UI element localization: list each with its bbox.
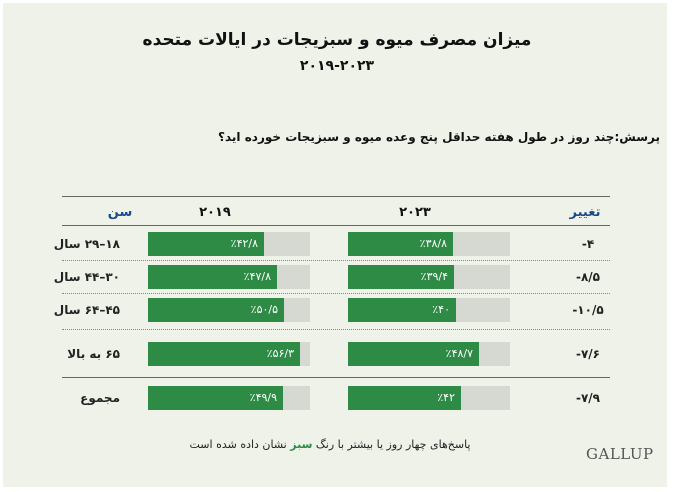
data-label: ٪۴۲/۸ [230,237,258,250]
bar-track: ٪۴۲/۸ [148,232,310,256]
header-change: تغییر [569,205,601,220]
header-age: سن [107,205,133,220]
bar-track: ٪۴۰ [348,298,510,322]
row-divider [62,260,610,261]
change-value: -۷/۶ [575,347,600,361]
change-value: -۷/۹ [575,391,600,405]
row-label: ۴۵–۶۴ سال [53,303,120,317]
bar-track: ٪۳۸/۸ [348,232,510,256]
data-label: ٪۴۷/۸ [243,270,271,283]
bar [348,342,479,366]
chart-title: میزان مصرف میوه و سبزیجات در ایالات متحد… [142,30,532,50]
footnote-highlight: سبز [290,438,313,451]
total-rule [62,377,610,378]
row-label: ۶۵ به بالا [67,347,120,361]
change-value: -۱۰/۵ [572,303,604,317]
change-value: -۸/۵ [575,270,600,284]
bar-track: ٪۵۰/۵ [148,298,310,322]
gallup-logo: GALLUP [586,445,654,463]
row-label: مجموع [80,391,120,405]
data-label: ٪۳۹/۴ [420,270,448,283]
bar [348,265,454,289]
bar [148,232,264,256]
data-label: ٪۵۰/۵ [250,303,278,316]
bar-track: ٪۴۲ [348,386,510,410]
footnote-after: نشان داده شده است [189,438,287,451]
data-label: ٪۵۶/۳ [266,347,294,360]
row-divider [62,329,610,330]
data-label: ٪۴۰ [432,303,450,316]
data-label: ٪۴۸/۷ [445,347,473,360]
bar [348,386,461,410]
row-label: ۱۸–۲۹ سال [53,237,120,251]
bar [148,265,277,289]
bar-track: ٪۵۶/۳ [148,342,310,366]
bar-track: ٪۴۷/۸ [148,265,310,289]
row-label: ۳۰–۴۴ سال [53,270,120,284]
bar-track: ٪۴۸/۷ [348,342,510,366]
bar-track: ٪۳۹/۴ [348,265,510,289]
bar [148,342,300,366]
header-bottom-rule [62,225,610,226]
row-divider [62,293,610,294]
footnote-before: پاسخ‌های چهار روز یا بیشتر با رنگ [315,438,471,451]
header-2019: ۲۰۱۹ [199,205,231,220]
bar-track: ٪۴۹/۹ [148,386,310,410]
bar [148,386,283,410]
chart-subtitle: ۲۰۱۹-۲۰۲۳ [299,58,375,74]
data-label: ٪۴۹/۹ [249,391,277,404]
footnote: پاسخ‌های چهار روز یا بیشتر با رنگ سبز نش… [160,438,500,451]
data-label: ٪۴۲ [437,391,455,404]
bar [148,298,284,322]
bar [348,298,456,322]
data-label: ٪۳۸/۸ [419,237,447,250]
survey-question: پرسش:چند روز در طول هفته حداقل پنج وعده … [218,130,660,144]
header-2023: ۲۰۲۳ [399,205,431,220]
header-top-rule [62,196,610,197]
change-value: -۴ [581,237,595,251]
chart-panel [3,3,667,487]
bar [348,232,453,256]
